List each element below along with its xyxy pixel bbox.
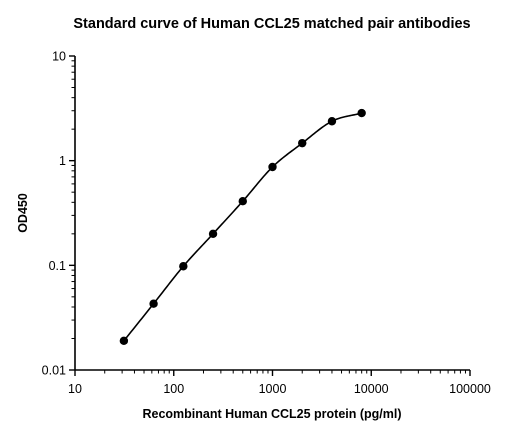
- data-point: [179, 262, 188, 271]
- x-axis-label: Recombinant Human CCL25 protein (pg/ml): [142, 407, 401, 421]
- data-point: [238, 196, 247, 206]
- x-tick-label: 1000: [259, 382, 287, 396]
- y-tick-label: 0.01: [42, 364, 66, 378]
- y-axis-label: OD450: [16, 193, 30, 233]
- axes: 10 100 1000 10000 100000 0.01 0.1 1 10: [42, 50, 491, 397]
- data-point: [268, 162, 277, 172]
- x-tick-label: 10: [68, 382, 82, 396]
- y-tick-label: 10: [52, 50, 66, 64]
- data-point: [298, 138, 307, 148]
- data-point: [357, 108, 366, 118]
- data-point: [208, 229, 218, 239]
- data-points: [119, 108, 366, 346]
- x-tick-label: 10000: [354, 382, 389, 396]
- x-tick-label: 100: [163, 382, 184, 396]
- fit-curve: [123, 112, 362, 342]
- chart-title: Standard curve of Human CCL25 matched pa…: [73, 16, 470, 32]
- data-point: [149, 299, 158, 308]
- data-point: [327, 117, 337, 126]
- x-tick-label: 100000: [449, 382, 491, 396]
- y-tick-label: 0.1: [49, 259, 66, 273]
- fit-curve-layer: [123, 112, 362, 342]
- y-tick-label: 1: [59, 154, 66, 168]
- data-point: [119, 336, 129, 346]
